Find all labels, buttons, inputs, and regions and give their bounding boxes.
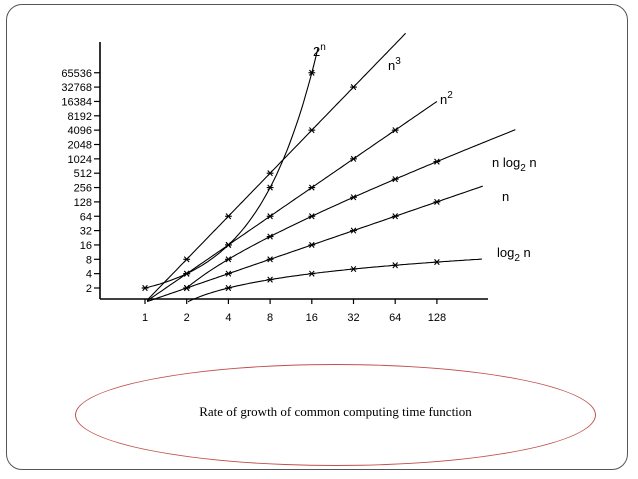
- x-tick-label: 4: [225, 312, 231, 324]
- x-tick-label: 128: [428, 312, 446, 324]
- data-point-marker: [391, 213, 399, 220]
- y-tick-label: 32: [80, 226, 92, 238]
- y-tick-label: 128: [74, 197, 92, 209]
- y-tick-label: 8: [86, 254, 92, 266]
- chart-marks: [141, 69, 441, 292]
- y-tick-label: 4096: [68, 125, 92, 137]
- y-tick-label: 1024: [68, 154, 92, 166]
- y-tick-label: 32768: [61, 82, 92, 94]
- data-point-marker: [266, 184, 274, 191]
- data-point-marker: [225, 256, 232, 263]
- y-tick-label: 2048: [68, 140, 92, 152]
- series-label: n3: [388, 56, 401, 73]
- slide-frame: [6, 4, 628, 470]
- data-point-marker: [308, 213, 316, 220]
- data-point-marker: [266, 276, 274, 283]
- y-tick-label: 4: [86, 269, 92, 281]
- x-tick-label: 1: [142, 312, 148, 324]
- data-point-marker: [266, 213, 274, 220]
- series-label: n: [502, 189, 509, 204]
- data-point-marker: [183, 270, 191, 277]
- series-line: [144, 47, 319, 289]
- data-point-marker: [433, 198, 441, 205]
- chart-labels: log2 n n n log2 n n2 n3 2n: [313, 42, 537, 264]
- data-point-marker: [308, 69, 316, 76]
- data-point-marker: [350, 84, 357, 91]
- x-tick-label: 8: [267, 312, 273, 324]
- y-tick-label: 2: [86, 283, 92, 295]
- data-point-marker: [308, 241, 316, 249]
- caption-ellipse: [75, 364, 596, 466]
- data-point-marker: [350, 155, 357, 162]
- data-point-marker: [308, 270, 316, 277]
- data-point-marker: [391, 176, 399, 183]
- series-line: [187, 258, 482, 303]
- x-tick-label: 64: [389, 312, 401, 324]
- y-tick-label: 16384: [61, 96, 92, 108]
- series-line: [146, 185, 483, 303]
- data-point-marker: [433, 158, 441, 165]
- series-label: log2 n: [497, 245, 531, 264]
- series-line: [185, 129, 516, 290]
- data-point-marker: [266, 170, 274, 177]
- data-point-marker: [391, 262, 399, 269]
- data-point-marker: [266, 233, 274, 240]
- series-line: [146, 32, 406, 301]
- y-tick-label: 65536: [61, 68, 92, 80]
- data-point-marker: [225, 284, 232, 292]
- chart-axes: 1 2 4 8 16 32 64 128 2 4 8 16 32 64 128 256 512 1024 2048 4…: [61, 42, 488, 324]
- x-tick-label: 32: [347, 312, 359, 324]
- data-point-marker: [225, 241, 232, 249]
- series-label: n log2 n: [492, 155, 537, 174]
- data-point-marker: [183, 284, 191, 292]
- data-point-marker: [266, 256, 274, 263]
- data-point-marker: [308, 184, 316, 191]
- data-point-marker: [225, 270, 232, 277]
- y-tick-label: 256: [74, 183, 92, 195]
- chart-curves: [144, 32, 516, 303]
- data-point-marker: [350, 194, 357, 201]
- series-line: [146, 101, 438, 302]
- y-tick-label: 512: [74, 168, 92, 180]
- y-tick-label: 8192: [68, 111, 92, 123]
- data-point-marker: [350, 265, 357, 273]
- y-tick-label: 64: [80, 211, 92, 223]
- data-point-marker: [350, 227, 357, 234]
- series-label: 2n: [313, 42, 326, 59]
- data-point-marker: [308, 127, 316, 134]
- x-tick-label: 2: [184, 312, 190, 324]
- data-point-marker: [141, 284, 149, 292]
- series-label: n2: [440, 90, 453, 107]
- data-point-marker: [391, 127, 399, 134]
- data-point-marker: [433, 258, 441, 266]
- data-point-marker: [183, 256, 191, 263]
- chart-caption: Rate of growth of common computing time …: [199, 404, 472, 419]
- y-tick-label: 16: [80, 240, 92, 252]
- data-point-marker: [225, 213, 232, 220]
- x-tick-label: 16: [306, 312, 318, 324]
